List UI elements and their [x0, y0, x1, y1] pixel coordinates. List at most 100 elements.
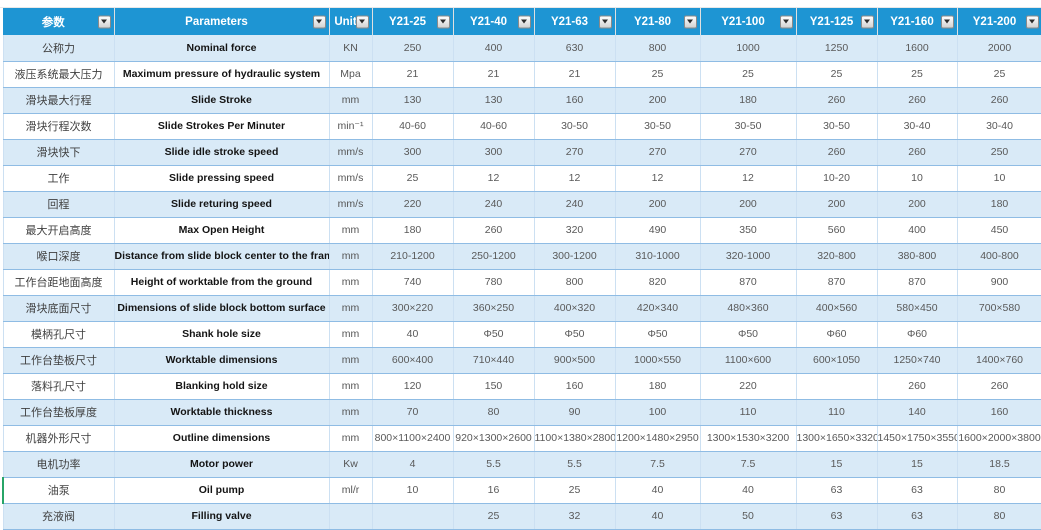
- table-row: 工作台距地面高度 Height of worktable from the gro…: [2, 269, 1041, 296]
- column-header-label: Y21-80: [633, 15, 672, 28]
- value-cell-y21-200: 450: [956, 217, 1041, 244]
- value-cell-y21-80: 25: [614, 61, 701, 88]
- table-row: 工作 Slide pressing speed mm/s 25 12 12 12 12 10-2…: [2, 165, 1041, 192]
- param-cn-cell: 最大开启高度: [2, 217, 115, 244]
- value-cell-y21-125: Φ60: [795, 321, 878, 348]
- filter-dropdown-icon[interactable]: [940, 15, 954, 28]
- value-cell-y21-63: 800: [533, 269, 616, 296]
- value-cell-y21-25: 21: [371, 61, 454, 88]
- filter-dropdown-icon[interactable]: [517, 15, 531, 28]
- param-en-cell: Height of worktable from the ground: [113, 269, 330, 296]
- value-cell-y21-160: 1600: [876, 35, 958, 62]
- value-cell-y21-80: 7.5: [614, 451, 701, 478]
- value-cell-y21-25: 180: [371, 217, 454, 244]
- unit-cell: mm/s: [328, 165, 373, 192]
- table-row: 电机功率 Motor power Kw 4 5.5 5.5 7.5 7.5 15 15 18.5: [2, 451, 1041, 478]
- unit-cell: KN: [328, 35, 373, 62]
- value-cell-y21-80: 1000×550: [614, 347, 701, 374]
- param-cn-cell: 电机功率: [2, 451, 115, 478]
- unit-cell: mm: [328, 425, 373, 452]
- column-header-label: 参数: [41, 16, 65, 29]
- filter-dropdown-icon[interactable]: [860, 15, 874, 28]
- value-cell-y21-160: 63: [876, 477, 958, 504]
- value-cell-y21-100: 180: [699, 87, 797, 114]
- value-cell-y21-25: 120: [371, 373, 454, 400]
- param-cn-cell: 油泵: [2, 477, 115, 504]
- value-cell-y21-63: 900×500: [533, 347, 616, 374]
- column-header-y21-80: Y21-80: [615, 8, 701, 35]
- filter-dropdown-icon[interactable]: [97, 15, 111, 28]
- filter-dropdown-icon[interactable]: [598, 15, 612, 28]
- value-cell-y21-160: 63: [876, 503, 958, 530]
- table-row: 工作台垫板厚度 Worktable thickness mm 70 80 90 100 110…: [2, 399, 1041, 426]
- param-cn-cell: 工作台垫板厚度: [2, 399, 115, 426]
- unit-cell: mm: [328, 399, 373, 426]
- value-cell-y21-200: 180: [956, 191, 1041, 218]
- column-header-label: Y21-125: [809, 15, 854, 28]
- filter-dropdown-icon[interactable]: [312, 15, 326, 28]
- value-cell-y21-80: 40: [614, 477, 701, 504]
- value-cell-y21-100: 50: [699, 503, 797, 530]
- value-cell-y21-160: 25: [876, 61, 958, 88]
- triangle-down-icon: [1029, 19, 1035, 24]
- param-en-cell: Dimensions of slide block bottom surface: [113, 295, 330, 322]
- value-cell-y21-200: 80: [956, 477, 1041, 504]
- value-cell-y21-80: 270: [614, 139, 701, 166]
- param-en-cell: Slide Strokes Per Minuter: [113, 113, 330, 140]
- param-cn-cell: 滑块行程次数: [2, 113, 115, 140]
- column-header-param-cn: 参数: [3, 8, 115, 35]
- value-cell-y21-63: 160: [533, 87, 616, 114]
- filter-dropdown-icon[interactable]: [683, 15, 697, 28]
- value-cell-y21-160: 400: [876, 217, 958, 244]
- param-cn-cell: 液压系统最大压力: [2, 61, 115, 88]
- param-en-cell: Maximum pressure of hydraulic system: [113, 61, 330, 88]
- column-header-unit: Unit: [329, 8, 373, 35]
- value-cell-y21-40: 16: [452, 477, 535, 504]
- value-cell-y21-200: 250: [956, 139, 1041, 166]
- param-cn-cell: 公称力: [2, 35, 115, 62]
- value-cell-y21-63: 300-1200: [533, 243, 616, 270]
- param-en-cell: Slide returing speed: [113, 191, 330, 218]
- value-cell-y21-160: 260: [876, 87, 958, 114]
- triangle-down-icon: [687, 19, 693, 24]
- value-cell-y21-80: 420×340: [614, 295, 701, 322]
- value-cell-y21-25: 40: [371, 321, 454, 348]
- column-header-label: Y21-100: [721, 15, 765, 28]
- value-cell-y21-63: 630: [533, 35, 616, 62]
- top-margin-strip: [0, 0, 1041, 8]
- column-header-y21-200: Y21-200: [957, 8, 1041, 35]
- unit-cell: mm: [328, 87, 373, 114]
- table-row: 液压系统最大压力 Maximum pressure of hydraulic sy…: [2, 61, 1041, 88]
- param-en-cell: Slide Stroke: [113, 87, 330, 114]
- filter-dropdown-icon[interactable]: [779, 15, 793, 28]
- value-cell-y21-40: 130: [452, 87, 535, 114]
- value-cell-y21-160: 200: [876, 191, 958, 218]
- value-cell-y21-40: 240: [452, 191, 535, 218]
- value-cell-y21-125: 1250: [795, 35, 878, 62]
- value-cell-y21-40: 920×1300×2600: [452, 425, 535, 452]
- filter-dropdown-icon[interactable]: [436, 15, 450, 28]
- filter-dropdown-icon[interactable]: [1025, 15, 1039, 28]
- table-row: 喉口深度 Distance from slide block center to …: [2, 243, 1041, 270]
- unit-cell: min⁻¹: [328, 113, 373, 140]
- value-cell-y21-80: 310-1000: [614, 243, 701, 270]
- value-cell-y21-40: 400: [452, 35, 535, 62]
- value-cell-y21-100: 350: [699, 217, 797, 244]
- param-cn-cell: 喉口深度: [2, 243, 115, 270]
- value-cell-y21-80: 40: [614, 503, 701, 530]
- param-cn-cell: 滑块快下: [2, 139, 115, 166]
- column-header-y21-63: Y21-63: [534, 8, 616, 35]
- filter-dropdown-icon[interactable]: [355, 15, 369, 28]
- value-cell-y21-25: 600×400: [371, 347, 454, 374]
- value-cell-y21-80: 800: [614, 35, 701, 62]
- value-cell-y21-125: [795, 373, 878, 400]
- value-cell-y21-160: 260: [876, 373, 958, 400]
- value-cell-y21-63: Φ50: [533, 321, 616, 348]
- value-cell-y21-160: Φ60: [876, 321, 958, 348]
- triangle-down-icon: [359, 19, 365, 24]
- table-row: 滑块行程次数 Slide Strokes Per Minuter min⁻¹ 40-6…: [2, 113, 1041, 140]
- value-cell-y21-25: 250: [371, 35, 454, 62]
- table-row: 最大开启高度 Max Open Height mm 180 260 320 490 350 56…: [2, 217, 1041, 244]
- value-cell-y21-80: 100: [614, 399, 701, 426]
